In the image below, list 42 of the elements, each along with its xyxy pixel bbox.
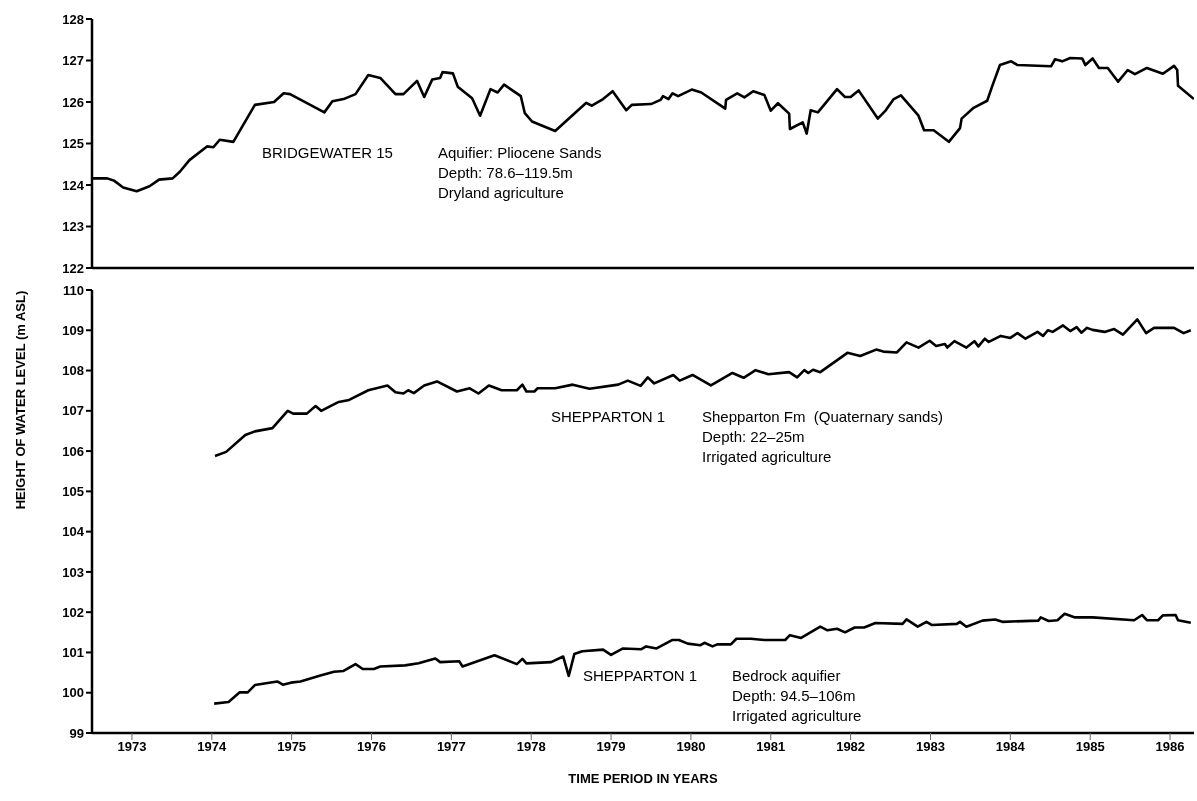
y-tick-label: 107 xyxy=(62,403,84,419)
y-tick-label: 102 xyxy=(62,604,84,620)
y-tick-label: 106 xyxy=(62,443,84,459)
x-tick-label: 1986 xyxy=(1155,739,1185,755)
y-tick-label: 105 xyxy=(62,483,84,499)
y-tick-label: 103 xyxy=(62,564,84,580)
y-tick-label: 108 xyxy=(62,363,84,379)
x-tick-label: 1974 xyxy=(197,739,228,755)
y-tick-label: 100 xyxy=(62,685,84,701)
x-tick-label: 1981 xyxy=(756,739,786,755)
x-tick-label: 1985 xyxy=(1075,739,1105,755)
x-tick-label: 1982 xyxy=(836,739,866,755)
y-tick-label: 128 xyxy=(62,11,84,27)
y-tick-label: 104 xyxy=(62,524,85,540)
line-series xyxy=(212,612,1193,705)
annotation: Bedrock aquifier Depth: 94.5–106m Irrigated agriculture xyxy=(732,667,862,724)
x-tick-label: 1973 xyxy=(117,739,147,755)
annotation: SHEPPARTON 1 xyxy=(583,667,698,684)
annotation: Shepparton Fm (Quaternary sands) Depth: 22–25m Irrigated agriculture xyxy=(702,408,943,465)
y-tick-label: 124 xyxy=(62,177,85,193)
y-tick-label: 99 xyxy=(69,725,84,741)
x-tick-label: 1983 xyxy=(916,739,945,755)
y-tick-label: 101 xyxy=(62,645,84,661)
x-tick-label: 1975 xyxy=(277,739,307,755)
y-tick-label: 122 xyxy=(62,260,84,276)
y-tick-label: 110 xyxy=(63,282,84,298)
y-tick-label: 127 xyxy=(62,53,84,69)
x-tick-label: 1978 xyxy=(516,739,546,755)
y-tick-label: 125 xyxy=(62,136,84,152)
x-tick-label: 1979 xyxy=(596,739,626,755)
y-axis-title: HEIGHT OF WATER LEVEL (m ASL) xyxy=(13,290,28,510)
x-tick-label: 1976 xyxy=(357,739,386,755)
annotation: SHEPPARTON 1 xyxy=(551,408,666,425)
x-tick-label: 1980 xyxy=(676,739,706,755)
y-tick-label: 126 xyxy=(62,94,84,110)
y-tick-label: 109 xyxy=(62,322,84,338)
x-axis-title: TIME PERIOD IN YEARS xyxy=(567,771,719,786)
x-tick-label: 1977 xyxy=(436,739,466,755)
x-tick-label: 1984 xyxy=(995,739,1026,755)
annotation: BRIDGEWATER 15 xyxy=(262,144,393,161)
y-tick-label: 123 xyxy=(62,219,84,235)
annotation: Aquifier: Pliocene Sands Depth: 78.6–119.5m Dryland agriculture xyxy=(438,144,602,201)
